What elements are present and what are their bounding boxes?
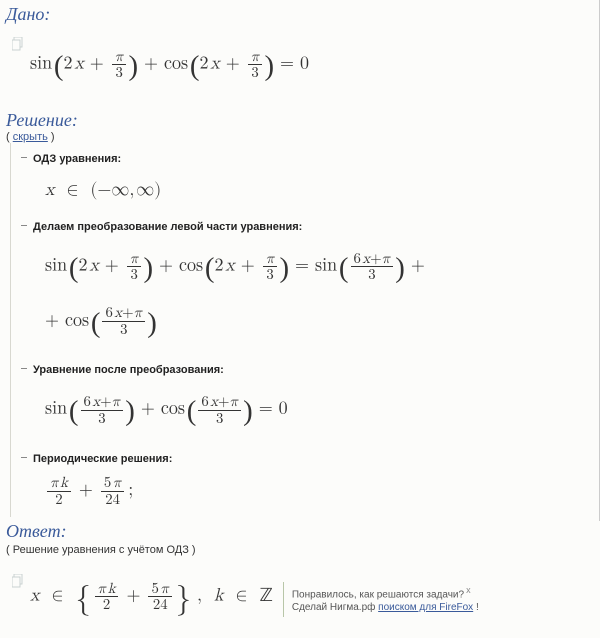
hide-link-row: ( скрыть ) xyxy=(0,131,599,143)
answer-block: x ∈ { π k2 + 5 π24 } , k ∈ ℤ Понравилось… xyxy=(0,560,599,638)
step-label: Делаем преобразование левой части уравне… xyxy=(11,213,599,237)
step-math-domain: x ∈ (−∞, ∞) xyxy=(11,169,599,213)
given-equation: sin (2 x + π3) + cos (2 x + π3) = 0 xyxy=(30,33,591,100)
solution-body: ОДЗ уравнения: x ∈ (−∞, ∞) Делаем преобр… xyxy=(10,143,599,517)
step-math-periodic: π k2 + 5 π24 ; xyxy=(11,469,599,513)
promo-line1: Понравилось, как решаются задачи? xyxy=(292,589,464,600)
hide-link[interactable]: скрыть xyxy=(13,131,48,143)
given-block: sin (2 x + π3) + cos (2 x + π3) = 0 xyxy=(0,27,599,106)
given-title: Дано: xyxy=(0,0,599,27)
step-math-after: sin (6 x+π3) + cos (6 x+π3) = 0 xyxy=(11,380,599,445)
step-math-transform: sin (2 x + π3) + cos (2 x + π3) = sin (6… xyxy=(11,237,599,356)
answer-note: ( Решение уравнения с учётом ОДЗ ) xyxy=(0,544,599,560)
close-icon[interactable]: x xyxy=(466,585,471,595)
promo-line2-pre: Сделай Нигма.рф xyxy=(292,602,378,613)
step-label: ОДЗ уравнения: xyxy=(11,145,599,169)
copy-icon[interactable] xyxy=(12,574,24,588)
promo-link[interactable]: поиском для FireFox xyxy=(378,602,473,613)
promo-line2-post: ! xyxy=(473,602,479,613)
step-label: Уравнение после преобразования: xyxy=(11,356,599,380)
step-label: Периодические решения: xyxy=(11,445,599,469)
answer-title: Ответ: xyxy=(0,517,599,544)
copy-icon[interactable] xyxy=(12,37,24,51)
promo-box: Понравилось, как решаются задачи?x Сдела… xyxy=(283,582,485,617)
answer-math: x ∈ { π k2 + 5 π24 } , k ∈ ℤ xyxy=(30,564,273,634)
solution-title: Решение: xyxy=(0,106,599,133)
